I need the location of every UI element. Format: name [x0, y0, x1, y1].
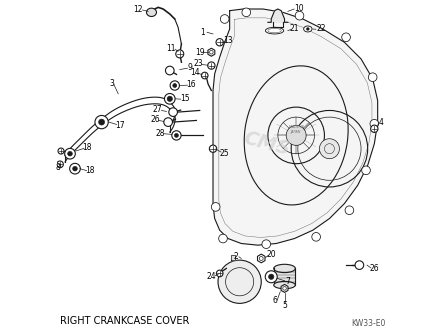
Circle shape — [68, 151, 72, 156]
Circle shape — [368, 73, 377, 81]
Circle shape — [262, 240, 271, 248]
Circle shape — [306, 27, 310, 31]
Circle shape — [219, 234, 227, 243]
Circle shape — [57, 161, 63, 168]
Polygon shape — [208, 48, 215, 56]
Text: 5: 5 — [282, 301, 287, 310]
Text: JAPAN: JAPAN — [291, 130, 301, 134]
Text: 15: 15 — [180, 94, 190, 103]
Text: RIGHT CRANKCASE COVER: RIGHT CRANKCASE COVER — [60, 316, 190, 326]
Circle shape — [286, 126, 306, 145]
Text: 8: 8 — [56, 163, 61, 171]
Circle shape — [295, 11, 304, 20]
Polygon shape — [231, 255, 235, 260]
Ellipse shape — [304, 26, 312, 32]
Ellipse shape — [146, 8, 157, 16]
Circle shape — [65, 148, 75, 159]
Circle shape — [164, 118, 173, 127]
Circle shape — [319, 139, 339, 159]
Text: 24: 24 — [206, 272, 216, 281]
Text: 14: 14 — [190, 68, 199, 77]
Text: 23: 23 — [193, 59, 203, 68]
Circle shape — [370, 120, 379, 128]
Circle shape — [170, 81, 179, 90]
Text: 12: 12 — [133, 5, 143, 13]
Text: MADE IN: MADE IN — [289, 125, 304, 129]
Polygon shape — [213, 9, 378, 245]
Circle shape — [345, 206, 354, 214]
Circle shape — [208, 62, 215, 69]
Text: 18: 18 — [82, 143, 91, 152]
Circle shape — [176, 50, 184, 58]
Circle shape — [167, 96, 173, 102]
Text: 1: 1 — [201, 28, 206, 37]
Circle shape — [169, 108, 178, 117]
Polygon shape — [281, 285, 288, 292]
Ellipse shape — [274, 264, 295, 273]
Text: 25: 25 — [220, 149, 230, 158]
Text: 26: 26 — [370, 264, 379, 273]
Circle shape — [211, 203, 220, 211]
Circle shape — [73, 166, 77, 171]
Circle shape — [70, 163, 80, 174]
Text: 17: 17 — [115, 121, 125, 130]
Circle shape — [268, 274, 274, 280]
Text: CMS: CMS — [241, 128, 292, 159]
Text: 2: 2 — [233, 252, 238, 261]
Text: 3: 3 — [109, 79, 114, 89]
Text: 11: 11 — [167, 44, 176, 53]
Text: 16: 16 — [186, 80, 196, 89]
Circle shape — [99, 119, 105, 125]
Circle shape — [265, 271, 277, 283]
Text: 4: 4 — [379, 118, 384, 127]
Circle shape — [362, 166, 370, 175]
Circle shape — [209, 145, 217, 152]
Text: 20: 20 — [266, 250, 276, 259]
Circle shape — [220, 15, 229, 23]
Circle shape — [172, 131, 181, 140]
Text: KW33-E0: KW33-E0 — [351, 319, 386, 328]
Text: 13: 13 — [223, 36, 233, 45]
Circle shape — [173, 84, 177, 88]
Ellipse shape — [265, 27, 284, 34]
Circle shape — [371, 125, 378, 132]
Circle shape — [58, 148, 64, 154]
Circle shape — [174, 133, 178, 137]
Polygon shape — [257, 254, 265, 263]
Circle shape — [165, 66, 174, 75]
Text: 27: 27 — [153, 105, 162, 114]
Circle shape — [218, 260, 261, 303]
Text: 21: 21 — [290, 24, 299, 33]
Circle shape — [216, 39, 223, 46]
Text: 22: 22 — [316, 24, 326, 33]
Circle shape — [355, 261, 363, 270]
Circle shape — [242, 8, 251, 17]
Text: 7: 7 — [285, 277, 290, 286]
Circle shape — [342, 33, 351, 42]
Text: 18: 18 — [85, 166, 95, 175]
Circle shape — [312, 232, 321, 241]
Circle shape — [216, 270, 223, 277]
Text: 28: 28 — [156, 129, 165, 138]
Polygon shape — [274, 269, 295, 285]
Ellipse shape — [274, 282, 295, 289]
Text: 9: 9 — [187, 63, 192, 72]
Polygon shape — [268, 9, 288, 22]
Text: 10: 10 — [295, 4, 304, 12]
Circle shape — [95, 116, 108, 129]
Circle shape — [202, 72, 208, 79]
Text: 19: 19 — [195, 48, 205, 57]
Text: 6: 6 — [272, 296, 277, 305]
Text: 26: 26 — [150, 115, 160, 124]
Circle shape — [165, 94, 175, 104]
